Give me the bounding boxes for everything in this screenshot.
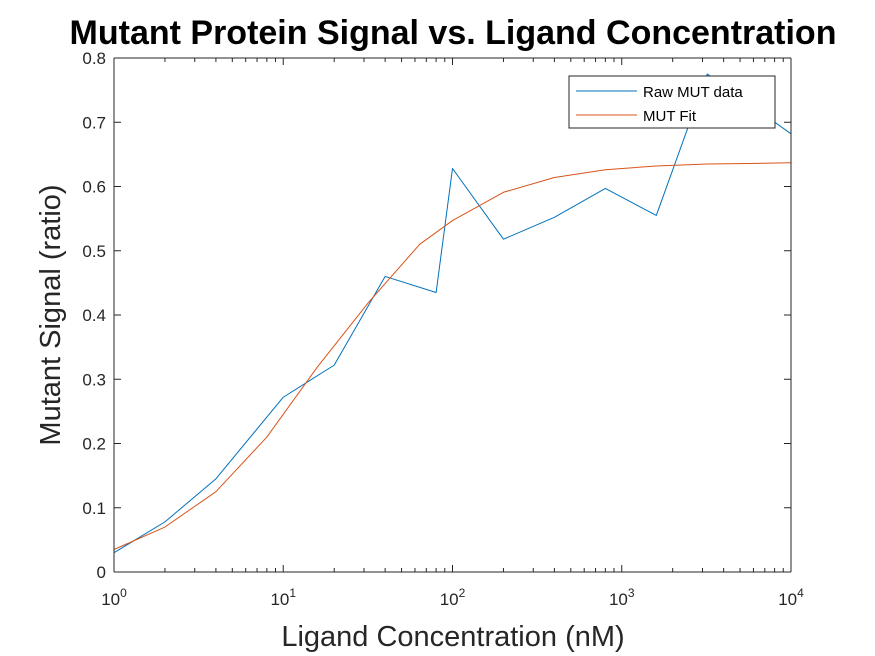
y-axis-label: Mutant Signal (ratio) xyxy=(35,184,67,445)
x-tick-label: 104 xyxy=(778,586,804,609)
x-tick-label: 100 xyxy=(101,586,127,609)
legend-label-mut-fit: MUT Fit xyxy=(643,108,697,125)
legend-label-raw-mut-data: Raw MUT data xyxy=(643,84,743,101)
ticks: 0 0.1 0.2 0.3 0.4 0.5 0.6 0.7 0.8 100 101 102 103 104 xyxy=(82,49,804,609)
y-tick-label: 0.1 xyxy=(82,499,106,518)
x-axis-label: Ligand Concentration (nM) xyxy=(281,621,624,653)
x-tick-label: 102 xyxy=(440,586,466,609)
y-tick-label: 0.3 xyxy=(82,370,106,389)
y-tick-label: 0.8 xyxy=(82,49,106,68)
y-tick-label: 0.4 xyxy=(82,306,106,325)
x-tick-label: 101 xyxy=(270,586,296,609)
y-tick-label: 0.6 xyxy=(82,178,106,197)
y-tick-label: 0.2 xyxy=(82,435,106,454)
y-tick-label: 0.5 xyxy=(82,242,106,261)
chart-title: Mutant Protein Signal vs. Ligand Concent… xyxy=(70,14,837,52)
series-line-mut-fit xyxy=(113,162,792,550)
legend: Raw MUT data MUT Fit xyxy=(568,75,776,129)
y-tick-label: 0 xyxy=(97,563,106,582)
legend-box xyxy=(568,75,776,129)
y-tick-label: 0.7 xyxy=(82,113,106,132)
x-tick-label: 103 xyxy=(609,586,635,609)
plot-area xyxy=(114,58,791,572)
series-line-raw-mut-data xyxy=(113,73,792,554)
series-layer xyxy=(113,73,792,554)
